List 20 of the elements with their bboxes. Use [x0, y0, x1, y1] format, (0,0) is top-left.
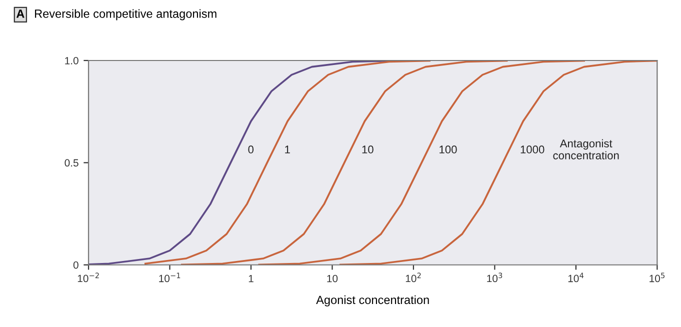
- x-tick-label: 10$^{−1}$: [159, 272, 180, 282]
- x-tick-label: 10$^{−2}$: [78, 272, 99, 282]
- x-tick-label: 10: [327, 274, 338, 282]
- y-tick-label: 0: [73, 261, 78, 269]
- y-tick-label: 1.0: [65, 56, 78, 64]
- x-tick-label: 10$^{2}$: [406, 272, 421, 282]
- x-axis-title: Agonist concentration: [316, 295, 429, 306]
- x-tick-label: 10$^{3}$: [487, 272, 502, 282]
- x-tick-label: 10$^{4}$: [568, 272, 584, 282]
- chart-title: Reversible competitive antagonism: [35, 9, 216, 20]
- series-label: 1: [285, 146, 290, 154]
- x-tick-label: 10$^{5}$: [650, 272, 665, 282]
- series-label: 10: [362, 146, 374, 154]
- y-tick-label: 0.5: [64, 159, 78, 167]
- series-label: 1000: [520, 146, 544, 154]
- text: A: [16, 10, 24, 18]
- series-label: 0: [248, 146, 254, 154]
- x-tick-label: 1: [248, 274, 254, 282]
- series-label: 100: [440, 146, 457, 154]
- legend-title: Antagonist concentration: [553, 139, 619, 160]
